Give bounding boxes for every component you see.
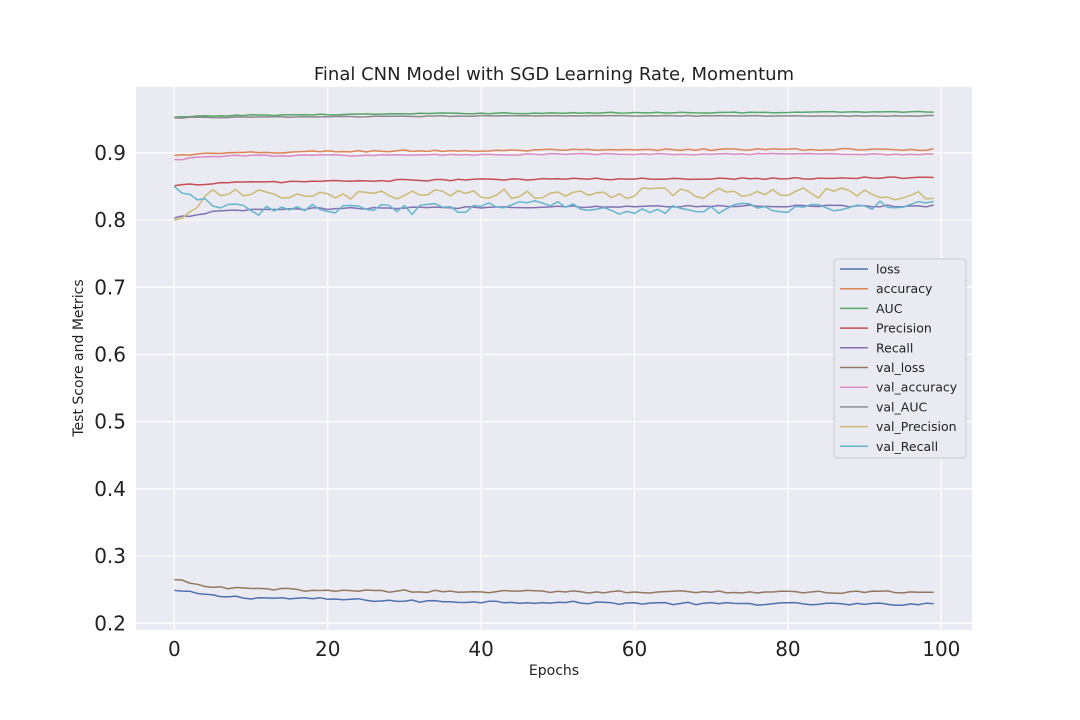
- series-line-auc: [174, 110, 934, 118]
- x-axis-label: Epochs: [529, 663, 579, 679]
- x-tick-label: 100: [922, 637, 960, 661]
- x-tick-label: 0: [168, 637, 181, 661]
- series-line-accuracy: [174, 147, 934, 157]
- grid: [136, 87, 972, 630]
- legend-entry: loss: [876, 262, 900, 277]
- series-line-val-loss: [174, 578, 934, 595]
- legend-entry: AUC: [876, 301, 903, 316]
- series-line-precision: [174, 176, 934, 187]
- legend-entry: accuracy: [876, 281, 933, 296]
- legend-entry: val_Precision: [876, 419, 957, 434]
- y-tick-label: 0.9: [94, 141, 126, 165]
- series-line-val-auc: [174, 114, 934, 119]
- legend-entry: Precision: [876, 321, 932, 336]
- x-tick-label: 40: [468, 637, 493, 661]
- y-tick-label: 0.6: [94, 342, 126, 366]
- y-axis-label: Test Score and Metrics: [71, 279, 87, 437]
- x-tick-label: 20: [315, 637, 340, 661]
- plot-area: [136, 87, 972, 630]
- series-line-loss: [174, 589, 934, 607]
- y-tick-label: 0.4: [94, 477, 126, 501]
- y-tick-label: 0.2: [94, 611, 126, 635]
- y-tick-label: 0.7: [94, 275, 126, 299]
- series-line-val-accuracy: [174, 152, 934, 161]
- y-tick-label: 0.5: [94, 410, 126, 434]
- y-ticks: 0.2 0.3 0.4 0.5 0.6 0.7 0.8 0.9: [94, 141, 126, 635]
- x-ticks: 0 20 40 60 80 100: [168, 637, 960, 661]
- legend-entry: val_AUC: [876, 399, 927, 414]
- series-line-val-precision: [174, 187, 934, 221]
- series-line-val-recall: [173, 185, 934, 217]
- y-tick-label: 0.3: [94, 544, 126, 568]
- legend-entry: Recall: [876, 340, 913, 355]
- legend-entry: val_Recall: [876, 439, 938, 454]
- y-tick-label: 0.8: [94, 208, 126, 232]
- legend: loss accuracy AUC Precision Recall val_lossva…: [833, 258, 967, 459]
- series-layer: [173, 110, 934, 607]
- x-tick-label: 60: [622, 637, 647, 661]
- legend-entry: val_accuracy: [876, 380, 958, 395]
- chart-title: Final CNN Model with SGD Learning Rate, …: [314, 64, 794, 85]
- x-tick-label: 80: [775, 637, 800, 661]
- legend-entry: val_loss: [876, 360, 925, 375]
